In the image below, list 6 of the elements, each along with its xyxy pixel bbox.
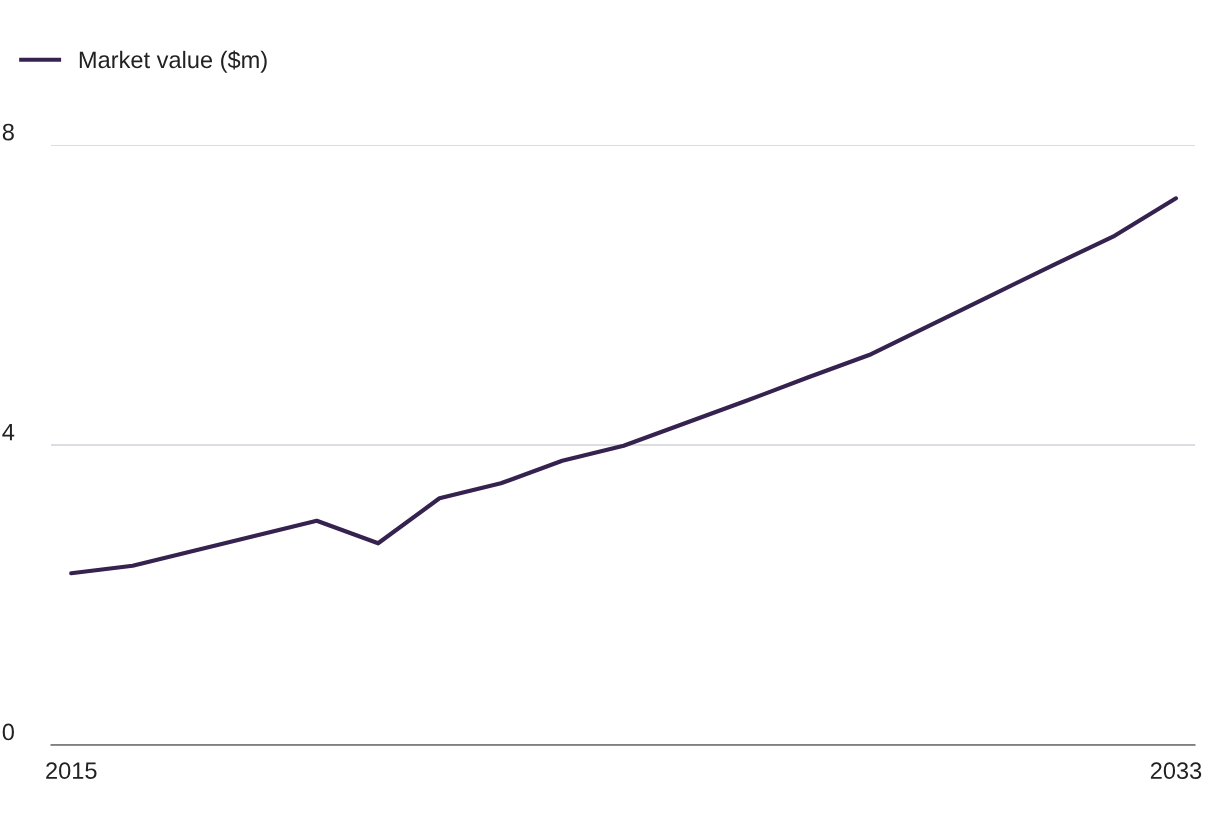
y-tick-label: 4 [2, 423, 15, 441]
y-tick-label: 8 [2, 123, 14, 141]
x-tick-label: 2015 [46, 762, 97, 780]
y-tick-label: 0 [2, 723, 14, 741]
legend-label: Market value ($m) [79, 50, 267, 73]
x-tick-label: 2033 [1150, 762, 1202, 780]
